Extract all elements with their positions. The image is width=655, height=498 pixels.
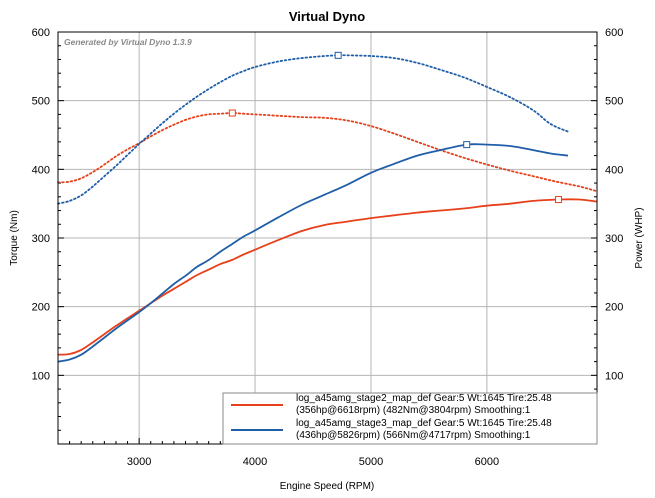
y-tick-label-right-300: 300 xyxy=(605,233,623,245)
y-tick-label-right-600: 600 xyxy=(605,27,623,39)
x-tick-label-6000: 6000 xyxy=(475,456,499,468)
peak-power-marker-log_a45amg_stage3_map_def xyxy=(463,141,471,149)
peak-torque-marker-log_a45amg_stage2_map_def xyxy=(228,109,236,117)
power-line-log_a45amg_stage2_map_def xyxy=(57,198,598,356)
y-tick-label-left-300: 300 xyxy=(32,233,50,245)
peak-torque-marker-log_a45amg_stage3_map_def xyxy=(334,51,342,59)
y-axis-right-label: Power (WHP) xyxy=(634,207,645,268)
x-axis-tick-labels: 3000 4000 5000 6000 xyxy=(127,456,499,468)
x-axis-label: Engine Speed (RPM) xyxy=(280,481,375,492)
y-tick-label-right-100: 100 xyxy=(605,370,623,382)
torque-line-log_a45amg_stage3_map_def xyxy=(57,54,569,205)
peak-power-marker-log_a45amg_stage2_map_def xyxy=(555,196,563,204)
x-tick-label-4000: 4000 xyxy=(243,456,267,468)
chart-title: Virtual Dyno xyxy=(289,9,365,24)
legend-stage3-line2: (436hp@5826rpm) (566Nm@4717rpm) Smoothin… xyxy=(296,430,531,441)
y-tick-label-left-200: 200 xyxy=(32,302,50,314)
y-tick-label-left-500: 500 xyxy=(32,96,50,108)
y-axis-left-tick-labels: 100 200 300 400 500 600 xyxy=(32,27,50,382)
legend-stage2-line2: (356hp@6618rpm) (482Nm@3804rpm) Smoothin… xyxy=(296,405,531,416)
y-tick-label-left-100: 100 xyxy=(32,370,50,382)
y-tick-label-right-500: 500 xyxy=(605,96,623,108)
y-axis-left-label: Torque (Nm) xyxy=(9,210,20,266)
y-tick-label-left-600: 600 xyxy=(32,27,50,39)
x-tick-label-5000: 5000 xyxy=(359,456,383,468)
legend-stage2-line1: log_a45amg_stage2_map_def Gear:5 Wt:1645… xyxy=(296,393,552,404)
x-tick-label-3000: 3000 xyxy=(127,456,151,468)
legend-stage3-line1: log_a45amg_stage3_map_def Gear:5 Wt:1645… xyxy=(296,418,552,429)
torque-line-log_a45amg_stage2_map_def xyxy=(57,112,598,193)
y-tick-label-left-400: 400 xyxy=(32,164,50,176)
watermark: Generated by Virtual Dyno 1.3.9 xyxy=(64,37,192,47)
series-layer xyxy=(57,51,598,363)
legend-box xyxy=(222,392,598,445)
y-tick-label-right-200: 200 xyxy=(605,302,623,314)
y-tick-label-right-400: 400 xyxy=(605,164,623,176)
legend: log_a45amg_stage2_map_def Gear:5 Wt:1645… xyxy=(222,392,598,445)
y-axis-right-tick-labels: 100 200 300 400 500 600 xyxy=(605,27,623,382)
